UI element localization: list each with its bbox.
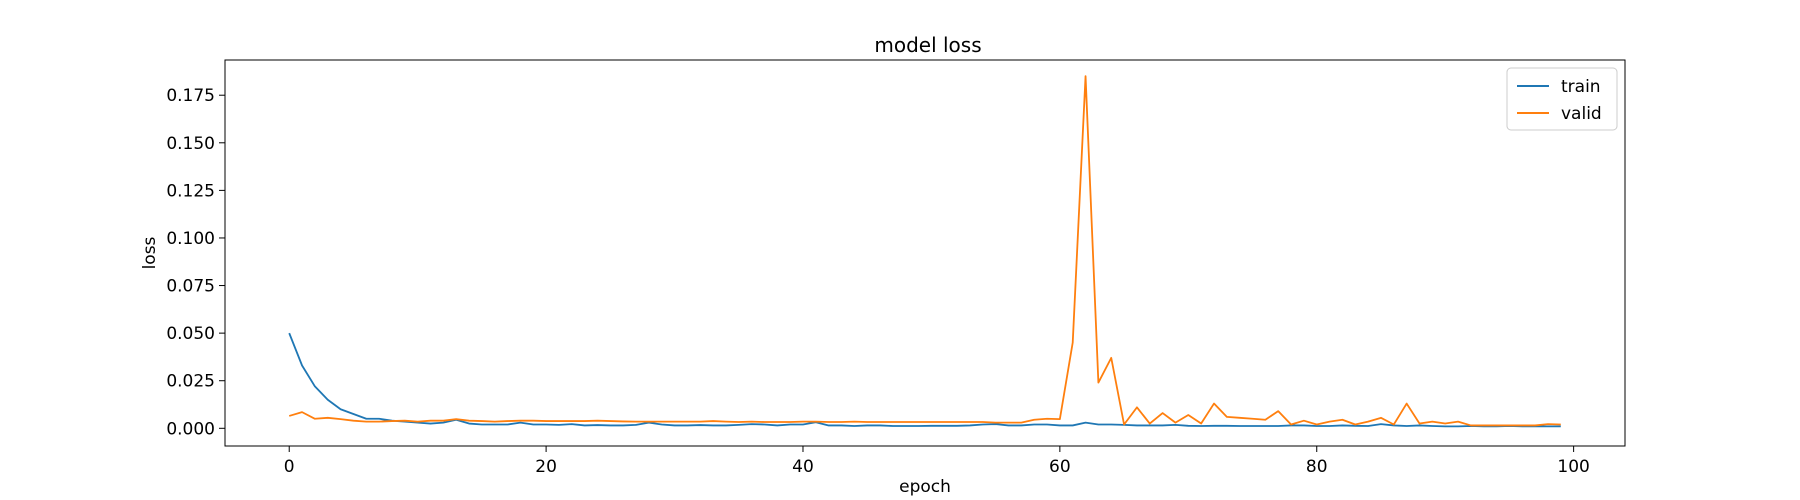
y-tick-label: 0.100 — [166, 229, 215, 249]
y-tick-label: 0.150 — [166, 134, 215, 154]
y-tick-label: 0.025 — [166, 372, 215, 392]
y-tick-label: 0.125 — [166, 181, 215, 201]
x-tick-label: 40 — [792, 457, 814, 477]
y-tick-label: 0.175 — [166, 86, 215, 106]
legend: train valid — [1507, 68, 1617, 130]
legend-label-valid: valid — [1561, 104, 1602, 124]
x-tick-label: 80 — [1306, 457, 1328, 477]
y-tick-label: 0.075 — [166, 277, 215, 297]
legend-label-train: train — [1561, 77, 1601, 97]
x-tick-label: 100 — [1557, 457, 1589, 477]
chart-title: model loss — [874, 33, 981, 57]
x-tick-label: 0 — [284, 457, 295, 477]
y-axis-label: loss — [140, 236, 160, 269]
y-tick-label: 0.050 — [166, 324, 215, 344]
x-tick-label: 60 — [1049, 457, 1071, 477]
x-axis-label: epoch — [899, 477, 951, 497]
x-tick-label: 20 — [535, 457, 557, 477]
y-tick-label: 0.000 — [166, 419, 215, 439]
